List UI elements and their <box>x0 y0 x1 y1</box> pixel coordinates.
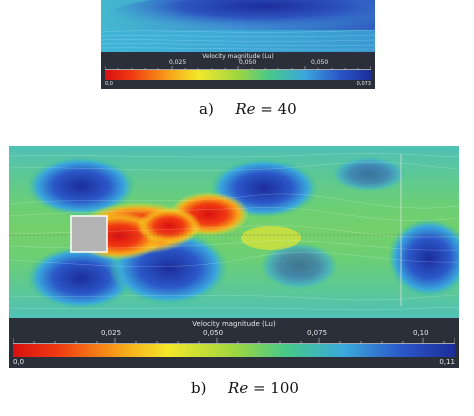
flow-field-panel-b <box>9 146 459 318</box>
flow-field-b-plot <box>9 146 459 318</box>
colorbar-a-max-label: 0,073 <box>356 81 371 87</box>
colorbar-a-ticks <box>105 66 371 70</box>
caption-b-equation: = 100 <box>248 379 299 397</box>
colorbar-b-tick-3: 0,075 <box>307 329 328 337</box>
caption-a-equation: = 40 <box>255 100 297 118</box>
square-obstacle <box>70 215 108 253</box>
colorbar-a: Velocity magnitude (Lu) 0,025 0,050 0,05… <box>101 52 375 89</box>
caption-a-label: a) <box>199 100 214 118</box>
colorbar-b: Velocity magnitude (Lu) 0,025 0,050 0,07… <box>9 318 459 368</box>
colorbar-b-min-label: 0,0 <box>13 358 25 366</box>
colorbar-b-max-label: 0,11 <box>439 358 455 366</box>
colorbar-a-tick-2: 0,050 <box>239 59 257 66</box>
flow-field-panel-a <box>101 0 375 52</box>
colorbar-a-tick-3: 0,050 <box>311 59 329 66</box>
caption-b-re: Re <box>228 379 249 397</box>
colorbar-b-gradient <box>13 344 455 357</box>
colorbar-b-tick-4: 0,10 <box>413 329 429 337</box>
colorbar-b-ticks <box>13 338 455 344</box>
colorbar-b-tick-2: 0,050 <box>203 329 224 337</box>
colorbar-a-tick-1: 0,025 <box>169 59 187 66</box>
colorbar-a-min-label: 0,0 <box>105 81 113 87</box>
colorbar-a-title: Velocity magnitude (Lu) <box>202 53 274 60</box>
flow-field-a-plot <box>101 0 375 52</box>
caption-a: a) Re = 40 <box>199 100 297 118</box>
caption-a-re: Re <box>235 100 256 118</box>
colorbar-b-title: Velocity magnitude (Lu) <box>192 320 276 328</box>
caption-b-label: b) <box>191 379 207 397</box>
colorbar-a-gradient <box>105 70 371 80</box>
caption-b: b) Re = 100 <box>191 379 299 397</box>
colorbar-b-tick-1: 0,025 <box>101 329 122 337</box>
